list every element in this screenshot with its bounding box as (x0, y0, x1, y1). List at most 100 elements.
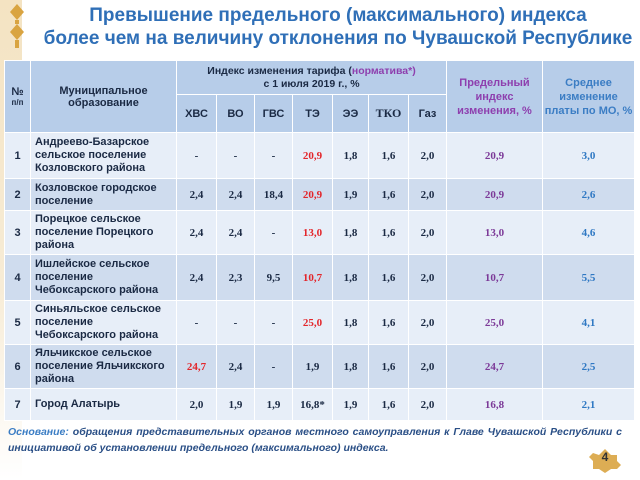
municipality-name: Ишлейское сельское поселение Чебоксарско… (30, 254, 177, 301)
index-value-7: 2,0 (408, 210, 447, 255)
index-value-3: 1,9 (254, 388, 293, 421)
index-value-7: 2,0 (408, 388, 447, 421)
ornament-badge-icon (589, 449, 621, 473)
row-number: 3 (4, 210, 31, 255)
index-value-3: - (254, 344, 293, 389)
index-value-2: 2,4 (216, 344, 255, 389)
row-number: 4 (4, 254, 31, 301)
index-value-4: 10,7 (292, 254, 333, 301)
limit-index-value: 20,9 (446, 178, 543, 211)
page-number: 4 (601, 450, 609, 464)
index-value-4: 13,0 (292, 210, 333, 255)
header-col: ТЭ (292, 94, 333, 133)
municipality-name: Порецкое сельское поселение Порецкого ра… (30, 210, 177, 255)
index-value-4: 20,9 (292, 178, 333, 211)
header-index-post: с 1 июля 2019 г., % (263, 77, 360, 90)
footer-label: Основание: (8, 426, 69, 438)
index-value-7: 2,0 (408, 132, 447, 179)
index-value-1: 2,4 (176, 210, 217, 255)
index-value-6: 1,6 (368, 388, 409, 421)
index-value-5: 1,8 (332, 254, 369, 301)
index-table: № п/п Муниципальное образование Индекс и… (4, 60, 635, 421)
limit-index-value: 24,7 (446, 344, 543, 389)
municipality-name: Яльчикское сельское поселение Яльчикског… (30, 344, 177, 389)
table-row: 1 Андреево-Базарское сельское поселение К… (4, 132, 635, 179)
index-value-2: 2,4 (216, 210, 255, 255)
index-value-7: 2,0 (408, 344, 447, 389)
header-col: Газ (408, 94, 447, 133)
index-value-7: 2,0 (408, 178, 447, 211)
avg-change-value: 3,0 (542, 132, 635, 179)
header-index-norm: норматива*) (351, 64, 416, 77)
index-value-5: 1,8 (332, 344, 369, 389)
header-col: ВО (216, 94, 255, 133)
page-title: Превышение предельного (максимального) и… (40, 4, 636, 50)
index-value-2: - (216, 132, 255, 179)
index-value-1: - (176, 300, 217, 345)
index-value-3: - (254, 300, 293, 345)
index-value-5: 1,9 (332, 388, 369, 421)
municipality-name: Город Алатырь (30, 388, 177, 421)
index-value-1: 2,4 (176, 254, 217, 301)
limit-index-value: 20,9 (446, 132, 543, 179)
row-number: 7 (4, 388, 31, 421)
index-value-3: - (254, 210, 293, 255)
chuvash-ornament-icon (10, 4, 24, 48)
header-avg-change: Среднее изменение платы по МО, % (542, 60, 635, 133)
index-value-6: 1,6 (368, 254, 409, 301)
index-value-2: 2,4 (216, 178, 255, 211)
index-value-6: 1,6 (368, 344, 409, 389)
index-value-6: 1,6 (368, 300, 409, 345)
table-row: 2 Козловское городское поселение 2,4 2,4 18,… (4, 178, 635, 211)
table-row: 6 Яльчикское сельское поселение Яльчикско… (4, 344, 635, 389)
header-col: ГВС (254, 94, 293, 133)
header-col: ТКО (368, 94, 409, 133)
index-value-2: - (216, 300, 255, 345)
index-value-7: 2,0 (408, 300, 447, 345)
title-line-2: более чем на величину отклонения по Чува… (43, 28, 633, 49)
index-value-4: 1,9 (292, 344, 333, 389)
avg-change-value: 2,5 (542, 344, 635, 389)
row-number: 1 (4, 132, 31, 179)
limit-index-value: 25,0 (446, 300, 543, 345)
title-line-1: Превышение предельного (максимального) и… (89, 5, 587, 26)
index-value-3: 9,5 (254, 254, 293, 301)
limit-index-value: 13,0 (446, 210, 543, 255)
avg-change-value: 4,1 (542, 300, 635, 345)
avg-change-value: 2,6 (542, 178, 635, 211)
header-num: № п/п (4, 60, 31, 133)
header-index-title: Индекс изменения тарифа (норматива*) с 1… (176, 60, 447, 95)
row-number: 5 (4, 300, 31, 345)
municipality-name: Козловское городское поселение (30, 178, 177, 211)
index-value-1: - (176, 132, 217, 179)
index-value-5: 1,8 (332, 300, 369, 345)
index-value-5: 1,8 (332, 210, 369, 255)
index-value-5: 1,9 (332, 178, 369, 211)
index-value-1: 2,4 (176, 178, 217, 211)
limit-index-value: 10,7 (446, 254, 543, 301)
limit-index-value: 16,8 (446, 388, 543, 421)
index-value-4: 16,8* (292, 388, 333, 421)
avg-change-value: 2,1 (542, 388, 635, 421)
index-value-4: 20,9 (292, 132, 333, 179)
table-row: 7 Город Алатырь 2,0 1,9 1,9 16,8* 1,9 1,6 2,0 16,… (4, 388, 635, 421)
avg-change-value: 5,5 (542, 254, 635, 301)
index-value-3: 18,4 (254, 178, 293, 211)
footer-text: обращения представительных органов местн… (8, 426, 622, 454)
row-number: 6 (4, 344, 31, 389)
index-value-6: 1,6 (368, 132, 409, 179)
index-value-2: 1,9 (216, 388, 255, 421)
table-row: 4 Ишлейское сельское поселение Чебоксарск… (4, 254, 635, 301)
index-value-5: 1,8 (332, 132, 369, 179)
header-num-sub: п/п (11, 98, 24, 107)
index-value-6: 1,6 (368, 178, 409, 211)
avg-change-value: 4,6 (542, 210, 635, 255)
municipality-name: Андреево-Базарское сельское поселение Ко… (30, 132, 177, 179)
header-limit-index: Предельный индекс изменения, % (446, 60, 543, 133)
index-value-2: 2,3 (216, 254, 255, 301)
header-col: ХВС (176, 94, 217, 133)
header-col: ЭЭ (332, 94, 369, 133)
header-municipality: Муниципальное образование (30, 60, 177, 133)
index-value-6: 1,6 (368, 210, 409, 255)
table-row: 5 Синьяльское сельское поселение Чебоксар… (4, 300, 635, 345)
